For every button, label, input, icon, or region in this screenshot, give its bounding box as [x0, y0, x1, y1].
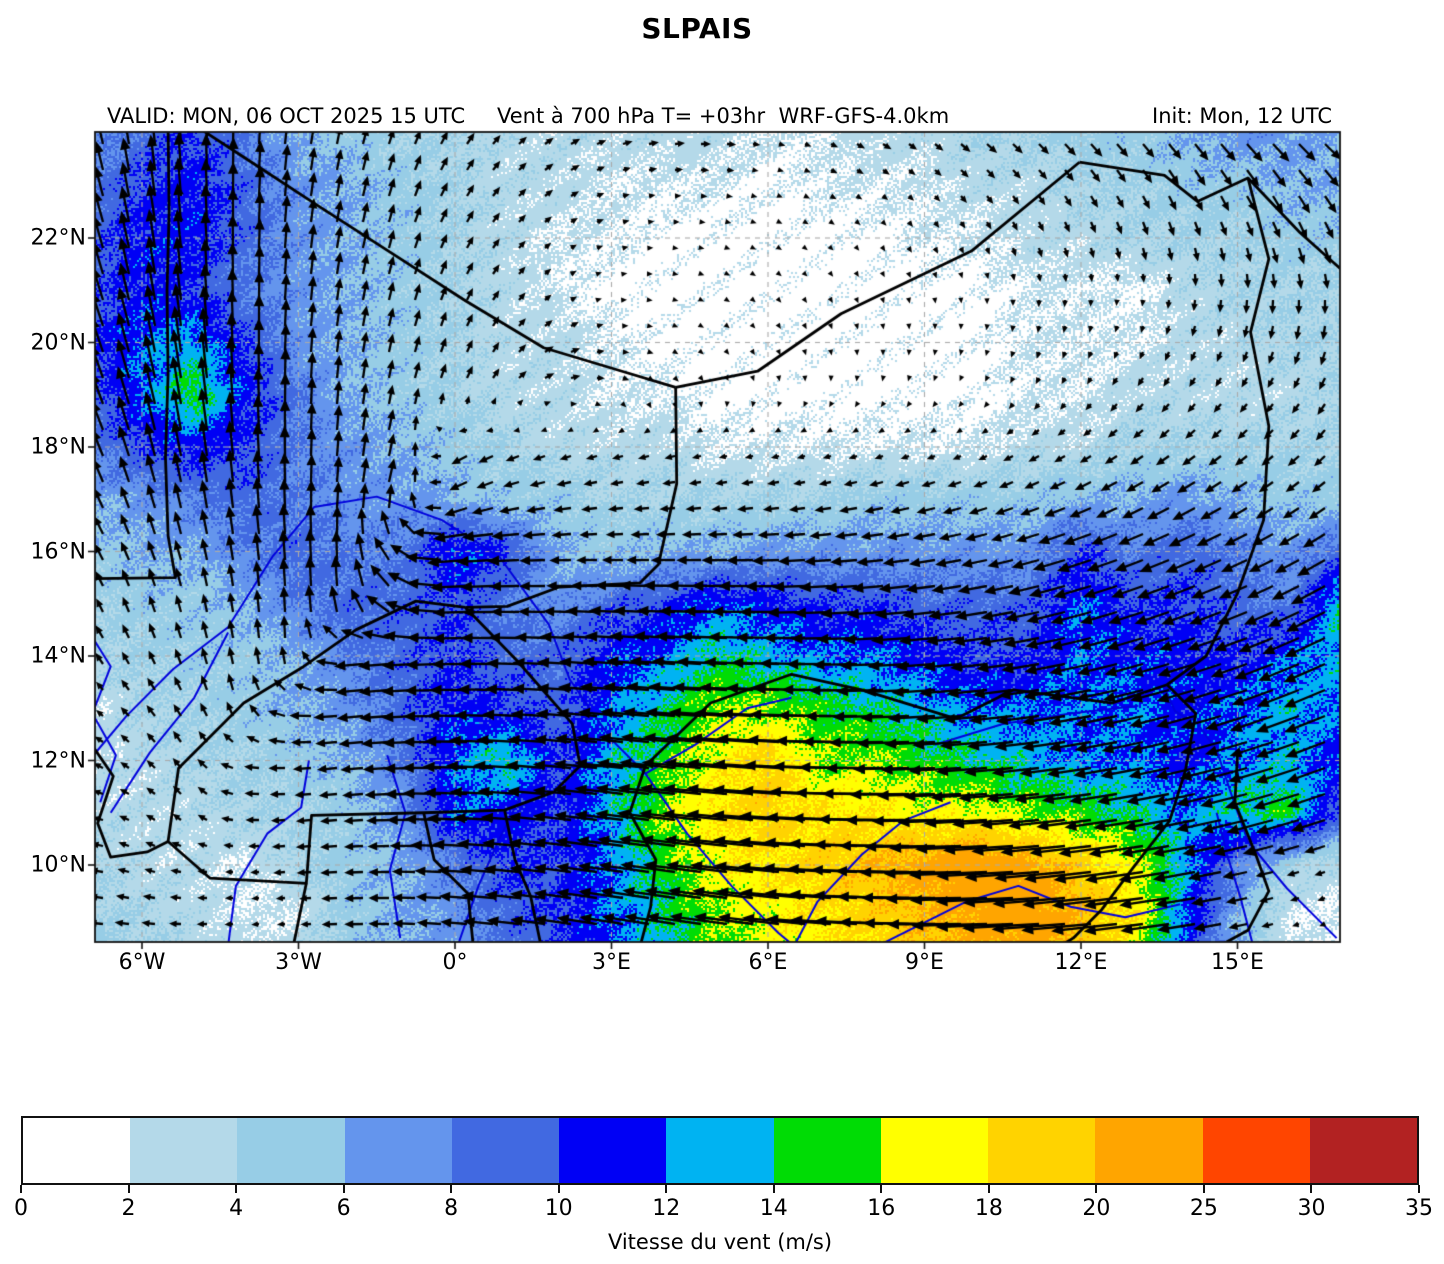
valid-time-label: VALID: MON, 06 OCT 2025 15 UTC: [107, 104, 466, 128]
colorbar-segment: [880, 1118, 989, 1183]
colorbar-segment: [451, 1118, 560, 1183]
colorbar-tick-label: 35: [1405, 1196, 1433, 1221]
colorbar-segment: [1309, 1118, 1418, 1183]
x-tick-label: 6°E: [748, 950, 788, 975]
x-tick-label: 12°E: [1054, 950, 1108, 975]
colorbar-segment: [130, 1118, 238, 1183]
colorbar-tick-mark: [235, 1185, 238, 1193]
colorbar-tick-label: 4: [229, 1196, 244, 1221]
colorbar-segment: [1095, 1118, 1203, 1183]
colorbar-tick-mark: [1095, 1185, 1098, 1193]
x-tick-label: 9°E: [905, 950, 944, 975]
colorbar-tick-label: 20: [1082, 1196, 1111, 1221]
colorbar-tick-mark: [127, 1185, 130, 1193]
colorbar-tick-mark: [1202, 1185, 1205, 1193]
colorbar-tick-label: 6: [336, 1196, 351, 1221]
colorbar-tick-label: 18: [974, 1196, 1003, 1221]
colorbar-segment: [773, 1118, 881, 1183]
colorbar-tick-label: 2: [121, 1196, 136, 1221]
x-tick-label: 3°E: [592, 950, 631, 975]
colorbar-tick-label: 12: [652, 1196, 681, 1221]
colorbar-tick-mark: [1418, 1185, 1420, 1193]
colorbar-tick-label: 14: [759, 1196, 788, 1221]
init-time-label: Init: Mon, 12 UTC: [1152, 104, 1332, 128]
page-title: SLPAIS: [641, 12, 753, 45]
y-tick-label: 10°N: [30, 852, 86, 878]
x-tick-label: 15°E: [1211, 950, 1264, 975]
y-tick-label: 12°N: [30, 748, 86, 773]
y-tick-label: 22°N: [30, 225, 86, 251]
colorbar-segment: [237, 1118, 345, 1183]
colorbar-segment: [988, 1118, 1096, 1183]
colorbar-tick-mark: [665, 1185, 668, 1193]
colorbar-segment: [559, 1118, 667, 1183]
colorbar-tick-label: 30: [1297, 1196, 1326, 1221]
colorbar-label: Vitesse du vent (m/s): [607, 1230, 833, 1254]
colorbar-tick-label: 25: [1189, 1196, 1218, 1221]
y-tick-label: 16°N: [30, 539, 86, 564]
colorbar-tick-label: 0: [14, 1196, 28, 1221]
colorbar-segment: [23, 1118, 131, 1183]
colorbar-tick-label: 8: [444, 1196, 459, 1221]
colorbar-tick-mark: [342, 1185, 345, 1193]
y-tick-label: 18°N: [30, 434, 86, 460]
colorbar-tick-label: 16: [867, 1196, 896, 1221]
x-tick-label: 6°W: [118, 950, 166, 975]
colorbar-segment: [344, 1118, 452, 1183]
colorbar-tick-mark: [880, 1185, 883, 1193]
y-tick-label: 20°N: [30, 330, 86, 355]
colorbar-tick-mark: [1310, 1185, 1313, 1193]
x-tick-label: 3°W: [275, 950, 322, 975]
y-tick-label: 14°N: [30, 643, 86, 669]
x-tick-label: 0°: [442, 950, 468, 975]
colorbar-tick-mark: [450, 1185, 453, 1193]
colorbar-tick-mark: [557, 1185, 560, 1193]
colorbar-tick-mark: [987, 1185, 990, 1193]
colorbar: [21, 1116, 1419, 1185]
variable-label: Vent à 700 hPa T= +03hr WRF-GFS-4.0km: [497, 104, 950, 128]
colorbar-segment: [1202, 1118, 1310, 1183]
colorbar-segment: [666, 1118, 774, 1183]
colorbar-tick-mark: [772, 1185, 775, 1193]
colorbar-tick-mark: [20, 1185, 22, 1193]
colorbar-tick-label: 10: [544, 1196, 573, 1221]
